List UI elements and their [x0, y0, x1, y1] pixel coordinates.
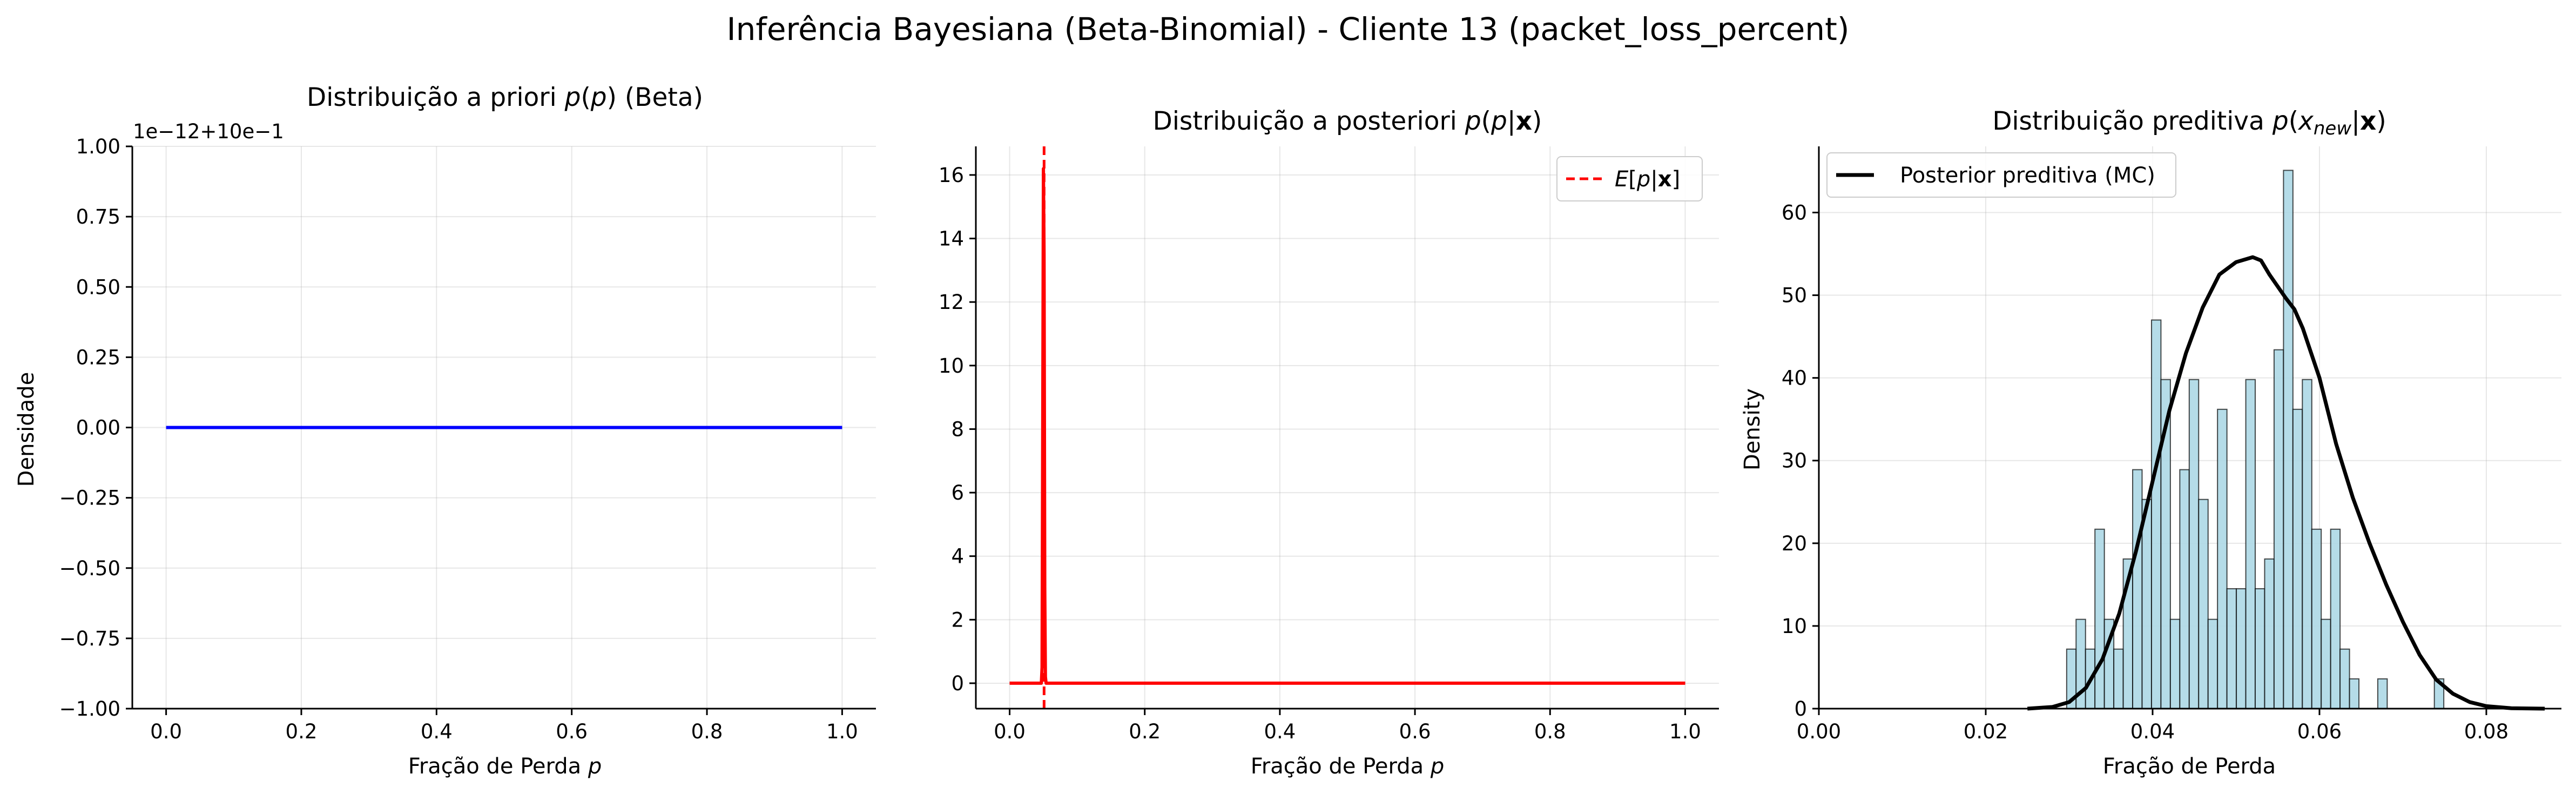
y-tick-label: 8: [951, 418, 964, 441]
hist-bar: [2207, 618, 2218, 709]
y-tick-label: 30: [1782, 449, 1807, 473]
predictive-xlabel: Fração de Perda: [2103, 754, 2276, 779]
x-tick-label: 0.8: [1534, 720, 1566, 743]
hist-bar: [2292, 408, 2303, 709]
x-tick-label: 0.04: [2130, 720, 2175, 743]
hist-bar: [2311, 528, 2322, 709]
y-tick-label: 0.50: [76, 275, 120, 299]
y-tick-label: −1.00: [59, 697, 120, 721]
y-tick-label: 2: [951, 608, 964, 631]
prior-offset-text: 1e−12+10e−1: [133, 120, 284, 143]
y-tick-label: −0.25: [59, 487, 120, 510]
hist-bar: [2226, 588, 2237, 710]
x-tick-label: 1.0: [826, 720, 858, 743]
x-tick-label: 0.6: [1399, 720, 1431, 743]
predictive-legend-label: Posterior preditiva (MC): [1900, 163, 2155, 188]
x-tick-label: 0.4: [1264, 720, 1296, 743]
hist-bar: [2377, 678, 2388, 709]
predictive-legend-box: [1826, 152, 2176, 198]
x-tick-label: 0.2: [1129, 720, 1161, 743]
y-tick-label: 40: [1782, 367, 1807, 390]
hist-bar: [2132, 469, 2143, 709]
y-tick-label: 10: [1782, 615, 1807, 638]
x-tick-label: 0.08: [2464, 720, 2508, 743]
hist-bar: [2094, 528, 2105, 709]
hist-bar: [2321, 618, 2331, 709]
hist-bar: [2113, 648, 2124, 710]
y-tick-label: 12: [939, 291, 964, 314]
hist-bar: [2217, 408, 2228, 709]
hist-bar: [2179, 469, 2190, 709]
hist-bar: [2236, 588, 2247, 710]
y-tick-label: 20: [1782, 532, 1807, 555]
hist-bar: [2349, 678, 2360, 709]
y-tick-label: 10: [939, 354, 964, 378]
hist-bar: [2330, 528, 2341, 709]
hist-bar: [2255, 588, 2265, 710]
hist-bar: [2188, 379, 2200, 709]
x-tick-label: 0.0: [994, 720, 1026, 743]
hist-bar: [2264, 558, 2275, 709]
posterior-legend: E[p|x]: [1556, 156, 1703, 201]
prior-title: Distribuição a priori p(p) (Beta): [307, 83, 703, 112]
x-tick-label: 0.00: [1797, 720, 1841, 743]
hist-bar: [2141, 499, 2152, 709]
y-tick-label: −0.75: [59, 627, 120, 650]
posterior-xlabel: Fração de Perda p: [1251, 754, 1445, 779]
hist-bar: [2150, 319, 2162, 709]
prior-ylabel: Densidade: [14, 372, 39, 487]
y-tick-label: 14: [939, 227, 964, 251]
series-line: [2027, 255, 2545, 711]
x-tick-label: 0.8: [691, 720, 723, 743]
posterior-panel: Distribuição a posteriori p(p|x) 0.0 0.2 0…: [939, 106, 1719, 779]
y-tick-label: 4: [951, 545, 964, 568]
y-tick-label: 0.00: [76, 416, 120, 440]
posterior-legend-box: [1556, 156, 1703, 201]
predictive-ylabel: Density: [1740, 388, 1765, 470]
hist-bar: [2283, 170, 2294, 710]
x-tick-label: 0.4: [421, 720, 453, 743]
hist-bar: [2302, 379, 2312, 709]
figure-suptitle: Inferência Bayesiana (Beta-Binomial) - C…: [727, 11, 1850, 48]
prior-xlabel: Fração de Perda p: [408, 754, 602, 779]
x-tick-label: 0.0: [150, 720, 182, 743]
predictive-panel: Distribuição preditiva p(xnew|x) 0.00 0.0…: [1740, 106, 2561, 779]
prior-panel: Distribuição a priori p(p) (Beta) 1e−12+…: [14, 83, 876, 779]
y-tick-label: 60: [1782, 201, 1807, 224]
y-tick-label: 50: [1782, 284, 1807, 307]
hist-bar: [2245, 379, 2256, 709]
posterior-legend-label: E[p|x]: [1615, 167, 1680, 192]
y-tick-label: 0: [951, 672, 964, 695]
x-tick-label: 0.2: [286, 720, 318, 743]
predictive-title: Distribuição preditiva p(xnew|x): [1992, 106, 2386, 139]
series-line: [1009, 167, 1685, 685]
predictive-legend: Posterior preditiva (MC): [1826, 152, 2176, 198]
x-tick-label: 0.02: [1964, 720, 2008, 743]
hist-bar: [2198, 499, 2209, 709]
x-tick-label: 0.06: [2297, 720, 2342, 743]
y-tick-label: 0: [1794, 697, 1807, 721]
x-tick-label: 0.6: [556, 720, 588, 743]
y-tick-label: −0.50: [59, 557, 120, 580]
y-tick-label: 1.00: [76, 135, 120, 158]
posterior-title: Distribuição a posteriori p(p|x): [1153, 106, 1542, 136]
hist-bar: [2169, 618, 2181, 709]
y-tick-label: 0.75: [76, 205, 120, 228]
y-tick-label: 16: [939, 164, 964, 187]
x-tick-label: 1.0: [1669, 720, 1701, 743]
y-tick-label: 6: [951, 481, 964, 504]
y-tick-label: 0.25: [76, 346, 120, 369]
hist-bar: [2273, 349, 2284, 709]
hist-bar: [2339, 648, 2350, 710]
